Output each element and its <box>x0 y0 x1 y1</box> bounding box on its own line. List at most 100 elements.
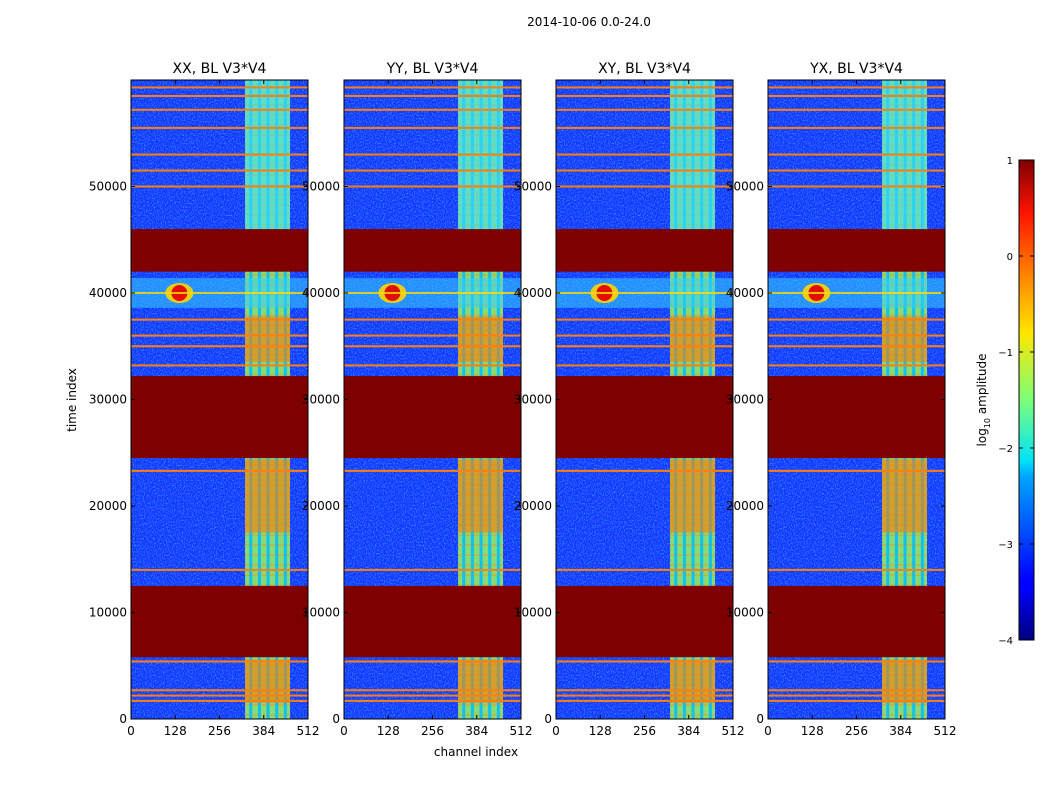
flagged-line <box>131 699 308 702</box>
y-tick-label: 10000 <box>726 606 764 620</box>
flagged-line <box>768 345 945 348</box>
x-tick-label: 256 <box>633 724 656 738</box>
flagged-line <box>344 153 521 156</box>
y-tick-label: 10000 <box>514 606 552 620</box>
flagged-line <box>344 185 521 188</box>
flagged-line <box>556 169 733 172</box>
flagged-line <box>556 568 733 571</box>
flagged-line <box>768 364 945 367</box>
x-tick-label: 256 <box>421 724 444 738</box>
flagged-line <box>131 153 308 156</box>
flagged-line <box>768 694 945 697</box>
x-tick-label: 512 <box>934 724 957 738</box>
flagged-line <box>768 185 945 188</box>
flagged-line <box>131 86 308 89</box>
flagged-line <box>344 568 521 571</box>
flagged-line <box>768 469 945 472</box>
figure-title: 2014-10-06 0.0-24.0 <box>527 15 651 29</box>
flagged-block <box>768 585 945 658</box>
rfi-strong-segment <box>882 316 928 363</box>
flagged-block <box>556 585 733 658</box>
y-axis-label: time index <box>65 368 79 432</box>
colorbar: 1 0 −1 −2 −3 −4 log10 amplitude <box>975 156 1035 647</box>
rfi-strong-segment <box>670 316 716 363</box>
x-tick-label: 384 <box>677 724 700 738</box>
flagged-line <box>768 94 945 97</box>
flagged-block <box>768 229 945 272</box>
flagged-block <box>344 376 521 459</box>
flagged-line <box>344 689 521 692</box>
flagged-line <box>131 345 308 348</box>
panel-yx: YX, BL V3*V4 0 128 256 384 512 0 10000 20000 3000… <box>726 61 957 738</box>
flagged-line <box>768 334 945 337</box>
flagged-line <box>131 185 308 188</box>
flagged-line <box>556 94 733 97</box>
y-tick-label: 20000 <box>726 499 764 513</box>
y-tick-label: 10000 <box>302 606 340 620</box>
x-tick-label: 256 <box>208 724 231 738</box>
flagged-line <box>556 86 733 89</box>
flagged-line <box>344 108 521 111</box>
flagged-block <box>768 376 945 459</box>
panel-xx: XX, BL V3*V4 0 128 256 384 512 0 10000 20000 3000… <box>89 61 320 738</box>
y-tick-label: 50000 <box>514 180 552 194</box>
colorbar-tick-label: −4 <box>998 636 1013 647</box>
flagged-line <box>556 694 733 697</box>
x-tick-label: 512 <box>722 724 745 738</box>
flagged-line <box>131 568 308 571</box>
x-tick-label: 0 <box>127 724 135 738</box>
flagged-line <box>131 364 308 367</box>
flagged-line <box>344 660 521 663</box>
panel-title: XX, BL V3*V4 <box>173 61 267 77</box>
x-tick-label: 128 <box>377 724 400 738</box>
x-tick-label: 128 <box>589 724 612 738</box>
rfi-strong-segment <box>245 316 291 363</box>
flagged-line <box>344 469 521 472</box>
flagged-line <box>344 86 521 89</box>
flagged-line <box>131 169 308 172</box>
flagged-line <box>556 108 733 111</box>
panel-xy: XY, BL V3*V4 0 128 256 384 512 0 10000 20000 3000… <box>514 61 745 738</box>
y-tick-label: 50000 <box>726 180 764 194</box>
x-axis-label: channel index <box>434 745 518 759</box>
flagged-line <box>768 169 945 172</box>
x-tick-label: 0 <box>340 724 348 738</box>
y-tick-label: 40000 <box>514 286 552 300</box>
flagged-line <box>344 334 521 337</box>
flagged-line <box>556 660 733 663</box>
x-tick-label: 0 <box>552 724 560 738</box>
x-tick-label: 128 <box>801 724 824 738</box>
panel-yy: YY, BL V3*V4 0 128 256 384 512 0 10000 20000 3000… <box>302 61 533 738</box>
flagged-line <box>556 345 733 348</box>
flagged-line <box>131 469 308 472</box>
flagged-block <box>131 376 308 459</box>
flagged-line <box>344 364 521 367</box>
flagged-line <box>768 699 945 702</box>
flagged-line <box>768 689 945 692</box>
flagged-line <box>131 126 308 129</box>
flagged-line <box>768 126 945 129</box>
flagged-line <box>768 86 945 89</box>
x-tick-label: 0 <box>764 724 772 738</box>
y-tick-label: 20000 <box>514 499 552 513</box>
flagged-line <box>556 318 733 321</box>
y-tick-label: 50000 <box>302 180 340 194</box>
flagged-line <box>556 185 733 188</box>
panel-image <box>344 80 521 719</box>
colorbar-tick-label: 1 <box>1007 156 1013 167</box>
y-tick-label: 30000 <box>726 393 764 407</box>
flagged-line <box>344 126 521 129</box>
y-tick-label: 30000 <box>514 393 552 407</box>
y-tick-label: 30000 <box>302 393 340 407</box>
flagged-line <box>344 694 521 697</box>
flagged-line <box>556 699 733 702</box>
flagged-line <box>556 469 733 472</box>
y-tick-label: 40000 <box>302 286 340 300</box>
flagged-block <box>556 229 733 272</box>
flagged-block <box>131 229 308 272</box>
panel-title: XY, BL V3*V4 <box>598 61 691 77</box>
panel-image <box>131 80 308 719</box>
flagged-line <box>556 364 733 367</box>
flagged-line <box>344 699 521 702</box>
